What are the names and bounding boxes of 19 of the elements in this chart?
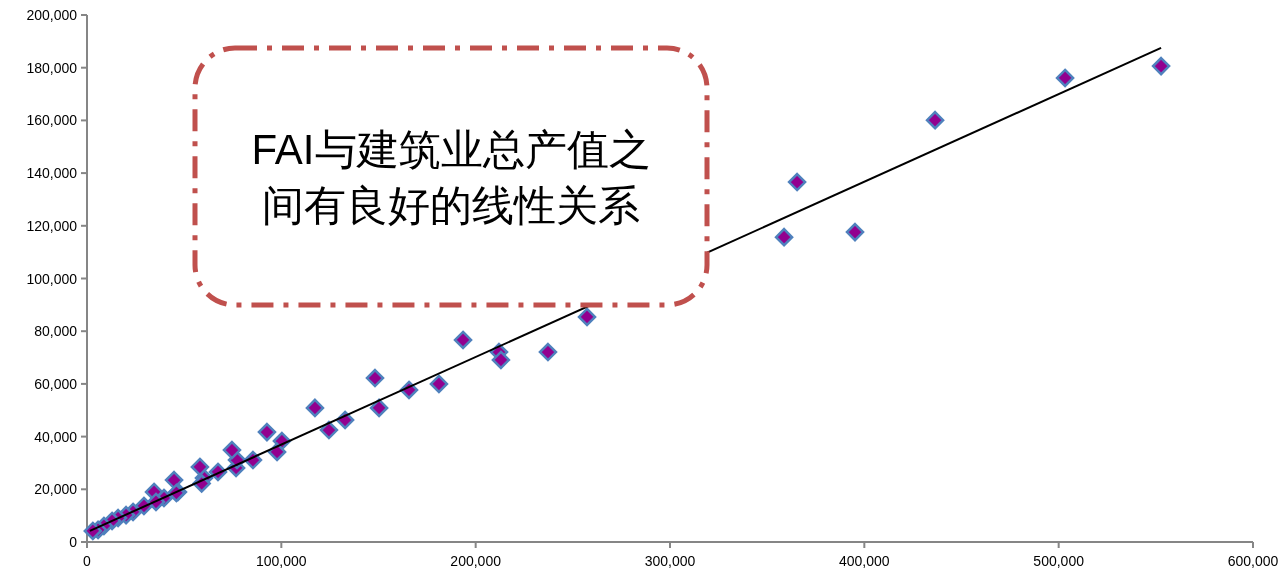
y-tick-label: 60,000 xyxy=(34,375,78,392)
y-tick-label: 80,000 xyxy=(34,323,78,340)
y-tick-label: 20,000 xyxy=(34,481,78,498)
y-tick-label: 100,000 xyxy=(26,270,78,287)
y-tick-label: 120,000 xyxy=(26,217,78,234)
x-tick-label: 100,000 xyxy=(256,553,307,569)
y-tick-label: 160,000 xyxy=(26,112,78,129)
x-tick-label: 200,000 xyxy=(450,553,502,569)
x-tick-label: 400,000 xyxy=(839,553,890,569)
y-tick-label: 180,000 xyxy=(26,59,78,76)
y-tick-label: 40,000 xyxy=(34,428,78,445)
annotation: FAI与建筑业总产值之间有良好的线性关系 xyxy=(251,125,651,229)
y-tick-label: 200,000 xyxy=(26,7,78,23)
x-tick-label: 600,000 xyxy=(1227,553,1279,569)
y-tick-label: 140,000 xyxy=(26,165,78,182)
x-tick-label: 500,000 xyxy=(1033,553,1085,569)
y-tick-label: 0 xyxy=(69,534,78,550)
x-tick-label: 300,000 xyxy=(644,553,696,569)
x-tick-label: 0 xyxy=(83,553,92,569)
